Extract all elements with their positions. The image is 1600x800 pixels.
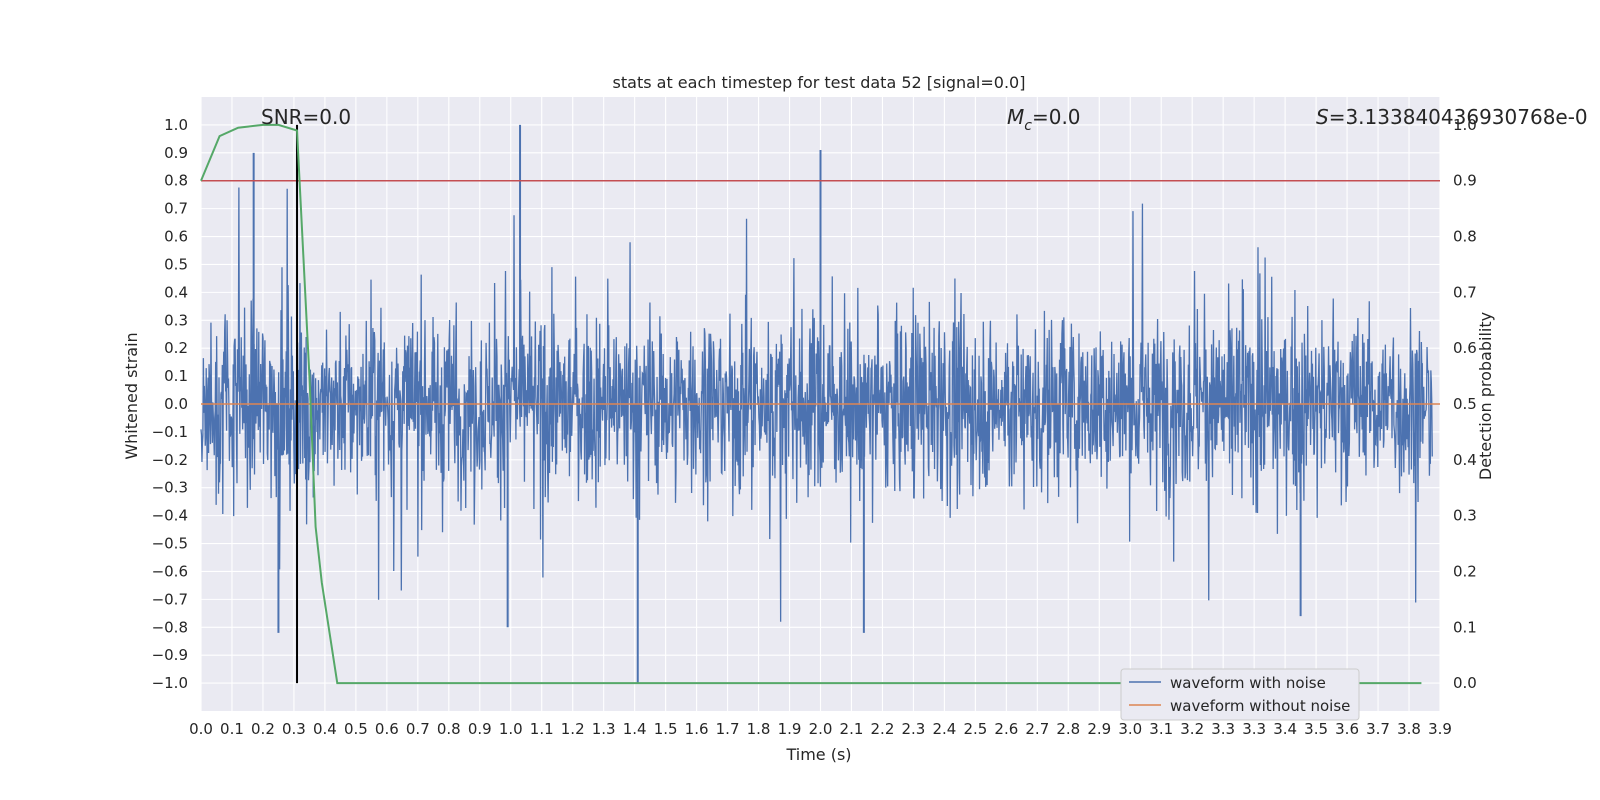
y-tick-label: 1.0 [164, 116, 188, 134]
y-tick-label: 0.7 [164, 200, 188, 218]
y2-tick-label: 0.1 [1453, 618, 1477, 636]
x-tick-label: 3.0 [1118, 720, 1142, 738]
legend-label-clean: waveform without noise [1170, 697, 1350, 715]
y-tick-label: 0.6 [164, 228, 188, 246]
y-tick-label: −0.4 [152, 507, 188, 525]
y-tick-label: 0.8 [164, 172, 188, 190]
x-tick-label: 2.5 [963, 720, 987, 738]
y-tick-label: −0.2 [152, 451, 188, 469]
y-tick-label: 0.3 [164, 311, 188, 329]
y-tick-label: 0.1 [164, 367, 188, 385]
x-tick-label: 3.3 [1211, 720, 1235, 738]
x-tick-label: 0.9 [468, 720, 492, 738]
y2-tick-label: 0.4 [1453, 451, 1477, 469]
y2-tick-label: 0.9 [1453, 172, 1477, 190]
legend-label-noise: waveform with noise [1170, 674, 1326, 692]
y2-tick-label: 0.6 [1453, 339, 1477, 357]
x-tick-label: 0.8 [437, 720, 461, 738]
y-tick-label: −1.0 [152, 674, 188, 692]
noise-waveform-path [200, 187, 1433, 622]
y2-tick-labels: 1.0 0.9 0.8 0.7 0.6 0.5 0.4 0.3 0.2 0.1 0.0 [1453, 116, 1477, 692]
chart-title: stats at each timestep for test data 52 … [613, 73, 1026, 92]
x-tick-label: 3.4 [1273, 720, 1297, 738]
x-axis-label: Time (s) [785, 745, 851, 764]
x-tick-label: 0.5 [344, 720, 368, 738]
y2-tick-label: 0.5 [1453, 395, 1477, 413]
x-tick-label: 3.7 [1366, 720, 1390, 738]
x-tick-label: 2.2 [871, 720, 895, 738]
chirp-mass-subscript: c [1024, 118, 1032, 134]
x-tick-label: 0.2 [251, 720, 275, 738]
y-tick-labels: 1.0 0.9 0.8 0.7 0.6 0.5 0.4 0.3 0.2 0.1 0.0 −0.1 −0.… [152, 116, 188, 692]
overlay-lines [200, 123, 1440, 685]
y-tick-label: −0.5 [152, 535, 188, 553]
series-waveform-with-noise [200, 124, 1433, 684]
y-tick-label: −0.1 [152, 423, 188, 441]
s-annotation: S=3.13384043693076​8e-0 [1316, 105, 1588, 129]
s-value: =3.13384043693076​8e-0 [1329, 105, 1588, 129]
y2-tick-label: 0.2 [1453, 562, 1477, 580]
x-tick-label: 0.7 [406, 720, 430, 738]
x-tick-label: 3.5 [1304, 720, 1328, 738]
x-tick-label: 0.1 [220, 720, 244, 738]
y-tick-label: 0.2 [164, 339, 188, 357]
y2-tick-label: 0.7 [1453, 283, 1477, 301]
x-tick-label: 0.0 [189, 720, 213, 738]
legend-box [1120, 668, 1360, 721]
x-tick-label: 3.2 [1180, 720, 1204, 738]
x-tick-label: 1.0 [499, 720, 523, 738]
x-tick-labels: 0.0 0.1 0.2 0.3 0.4 0.5 0.6 0.7 0.8 0.9 1.0 1.1 1.2 1… [189, 720, 1452, 738]
x-tick-label: 2.6 [994, 720, 1018, 738]
x-tick-label: 2.0 [809, 720, 833, 738]
chirp-mass-value: =0.0 [1032, 105, 1081, 129]
snr-annotation: SNR=0.0 [261, 105, 351, 129]
y-tick-label: −0.6 [152, 562, 188, 580]
x-tick-label: 3.6 [1335, 720, 1359, 738]
detection-probability-line [200, 123, 1422, 685]
y-tick-label: −0.3 [152, 479, 188, 497]
x-tick-label: 1.1 [530, 720, 554, 738]
y2-tick-label: 0.3 [1453, 507, 1477, 525]
chirp-mass-annotation: Mc=0.0 [1007, 105, 1081, 134]
x-tick-label: 2.4 [932, 720, 956, 738]
x-tick-label: 0.6 [375, 720, 399, 738]
y2-axis-label: Detection probability [1476, 312, 1495, 480]
x-tick-label: 0.4 [313, 720, 337, 738]
y-tick-label: −0.8 [152, 618, 188, 636]
y-tick-label: 0.4 [164, 283, 188, 301]
x-tick-label: 1.9 [778, 720, 802, 738]
x-tick-label: 3.9 [1428, 720, 1452, 738]
x-tick-label: 2.7 [1025, 720, 1049, 738]
x-tick-label: 1.6 [685, 720, 709, 738]
x-tick-label: 2.1 [840, 720, 864, 738]
y-tick-label: −0.7 [152, 590, 188, 608]
y-axis-label: Whitened strain [122, 332, 141, 459]
y2-tick-label: 0.0 [1453, 674, 1477, 692]
y-tick-label: 0.0 [164, 395, 188, 413]
x-tick-label: 2.9 [1087, 720, 1111, 738]
x-tick-label: 0.3 [282, 720, 306, 738]
x-tick-label: 1.8 [747, 720, 771, 738]
x-tick-label: 1.5 [654, 720, 678, 738]
y2-tick-label: 0.8 [1453, 228, 1477, 246]
x-tick-label: 3.3 [1242, 720, 1266, 738]
y-tick-label: 0.9 [164, 144, 188, 162]
s-symbol: S [1316, 105, 1329, 129]
legend: waveform with noise waveform without noi… [1120, 668, 1360, 721]
x-tick-label: 2.8 [1056, 720, 1080, 738]
x-tick-label: 1.4 [623, 720, 647, 738]
x-tick-label: 2.3 [901, 720, 925, 738]
y2-tick-label: 1.0 [1453, 116, 1477, 134]
x-tick-label: 1.3 [592, 720, 616, 738]
x-tick-label: 3.1 [1149, 720, 1173, 738]
x-tick-label: 1.2 [561, 720, 585, 738]
chirp-mass-symbol: M [1007, 105, 1024, 129]
y-tick-label: −0.9 [152, 646, 188, 664]
x-tick-label: 3.8 [1397, 720, 1421, 738]
y-tick-label: 0.5 [164, 255, 188, 273]
x-tick-label: 1.7 [716, 720, 740, 738]
